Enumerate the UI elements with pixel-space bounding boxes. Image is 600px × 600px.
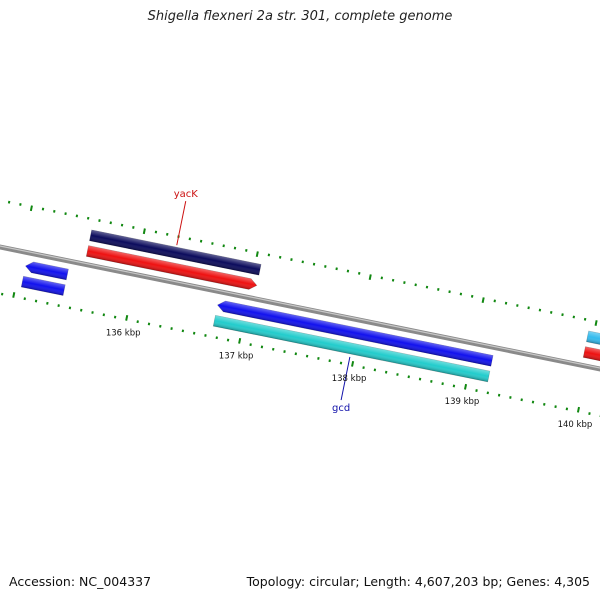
gcd-gene-bar-group <box>212 314 491 383</box>
feature-7-cds-arrow-group <box>25 261 69 281</box>
major-tick <box>255 251 259 258</box>
feature-7-gene-bar-shading <box>21 276 66 296</box>
yacK-gene-arrow-group <box>85 245 258 290</box>
feature-7-cds-arrow-shading <box>25 261 69 280</box>
upper-tick-ring <box>7 200 598 326</box>
scale-tick-label: 136 kbp <box>106 328 141 338</box>
major-tick <box>29 205 33 212</box>
yacK-label: yacK <box>174 189 199 200</box>
genome-summary-text: Topology: circular; Length: 4,607,203 bp… <box>246 574 590 589</box>
scale-tick-label: 138 kbp <box>332 374 367 384</box>
gcd-cds-arrow-shading <box>217 301 494 367</box>
scale-tick-label: 139 kbp <box>445 397 480 407</box>
yacK-cds-bar-shading <box>89 229 262 276</box>
hpt-gene-arrow-shading <box>583 346 600 368</box>
major-tick <box>142 228 146 235</box>
scale-tick-label: 140 kbp <box>558 420 593 430</box>
major-tick <box>368 274 372 281</box>
yacK-gene-arrow-shading <box>86 245 257 290</box>
yacK-label-line <box>176 200 187 246</box>
scale-tick-label: 137 kbp <box>219 351 254 361</box>
genome-title: Shigella flexneri 2a str. 301, complete … <box>147 9 453 24</box>
major-tick <box>576 406 580 413</box>
hpt-gene-arrow-group <box>582 346 600 369</box>
yacK-cds-bar-group <box>89 229 262 276</box>
feature-7-gene-bar-group <box>20 275 66 296</box>
gcd-label-line <box>340 356 351 401</box>
gcd-gene-bar-shading <box>213 315 490 382</box>
gcd-label: gcd <box>332 403 350 414</box>
feature-track: yacKhptyadGyadHyadIyadEgcdyadFpanD <box>20 189 600 414</box>
gcd-cds-arrow-group <box>217 300 494 367</box>
genome-backbone <box>0 244 600 372</box>
major-tick <box>125 315 129 321</box>
hpt-cds-bar-group <box>586 330 600 355</box>
major-tick <box>12 292 16 298</box>
major-tick <box>594 320 598 326</box>
major-tick <box>463 383 468 390</box>
major-tick <box>481 297 485 303</box>
major-tick <box>351 360 355 367</box>
lower-tick-ring <box>0 292 600 417</box>
genome-backbone-highlight <box>0 245 600 369</box>
major-tick <box>238 337 242 344</box>
accession-text: Accession: NC_004337 <box>9 574 152 589</box>
